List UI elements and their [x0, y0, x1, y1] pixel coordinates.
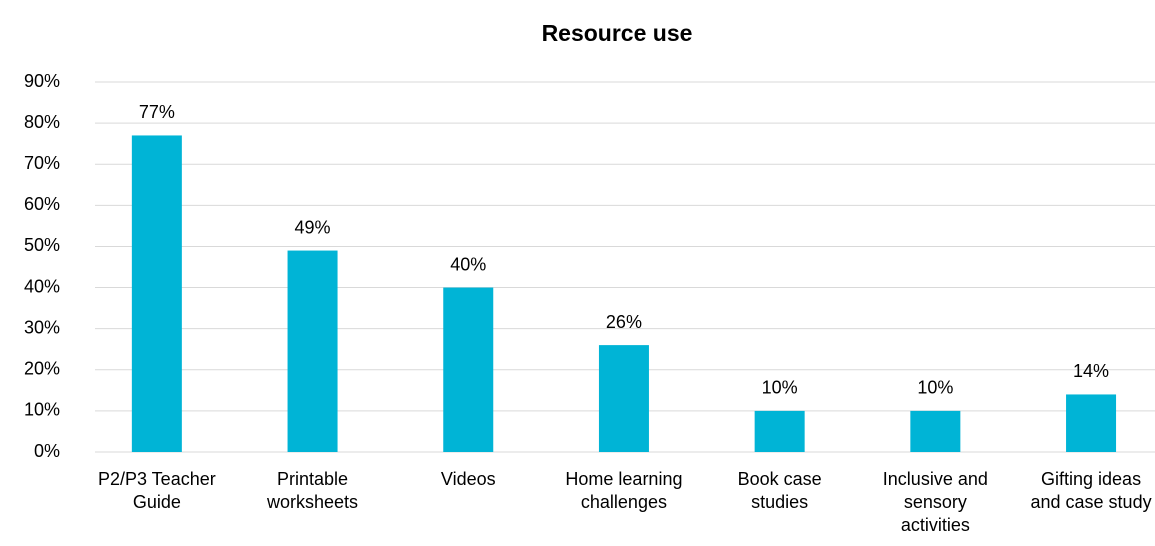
bar — [1066, 394, 1117, 452]
y-tick-label: 90% — [24, 71, 60, 91]
y-tick-label: 0% — [34, 441, 60, 461]
y-tick-label: 80% — [24, 112, 60, 132]
data-label: 14% — [1073, 361, 1109, 381]
bar — [598, 345, 649, 452]
data-label: 40% — [450, 254, 486, 274]
y-tick-label: 10% — [24, 400, 60, 420]
y-tick-label: 20% — [24, 359, 60, 379]
y-tick-label: 30% — [24, 317, 60, 337]
x-tick-label: P2/P3 Teacher Guide — [98, 469, 216, 512]
y-tick-label: 70% — [24, 153, 60, 173]
data-label: 10% — [762, 378, 798, 398]
bar — [910, 410, 961, 452]
x-tick-label: Book case studies — [738, 469, 822, 512]
x-tick-label: Printable worksheets — [266, 469, 358, 512]
bar — [443, 287, 494, 452]
bar — [287, 250, 338, 452]
data-label: 10% — [917, 378, 953, 398]
x-tick-label: Home learning challenges — [565, 469, 682, 512]
chart-title: Resource use — [542, 20, 693, 46]
x-tick-label: Inclusive and sensory activities — [883, 469, 988, 535]
data-label: 77% — [139, 102, 175, 122]
data-label: 49% — [295, 217, 331, 237]
y-tick-label: 40% — [24, 276, 60, 296]
bar — [754, 410, 805, 452]
y-tick-label: 60% — [24, 194, 60, 214]
bar — [131, 135, 182, 452]
y-tick-label: 50% — [24, 235, 60, 255]
data-label: 26% — [606, 312, 642, 332]
x-tick-label: Videos — [441, 469, 496, 489]
x-tick-label: Gifting ideas and case study — [1031, 469, 1152, 512]
